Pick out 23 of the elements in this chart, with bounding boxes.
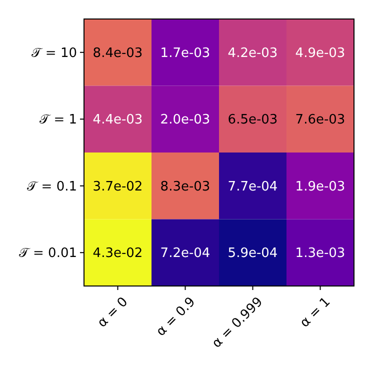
data-label: 4.3e-02 [92, 246, 143, 262]
y-tick-label: 𝒯 = 0.1 [27, 179, 77, 194]
data-label: 3.7e-02 [92, 179, 143, 194]
data-label: 7.2e-04 [160, 246, 210, 262]
y-tick-label: 𝒯 = 10 [31, 46, 77, 61]
x-tick-label: α = 0 [94, 294, 132, 331]
data-label: 1.3e-03 [295, 246, 346, 262]
data-label: 8.3e-03 [160, 179, 210, 194]
data-label: 1.9e-03 [295, 179, 346, 194]
data-label: 2.0e-03 [160, 112, 210, 128]
data-label: 6.5e-03 [228, 112, 278, 128]
x-tick-label: α = 0.9 [154, 294, 199, 340]
data-label: 5.9e-04 [228, 246, 278, 262]
data-label: 7.6e-03 [295, 112, 346, 128]
y-tick-label: 𝒯 = 0.01 [18, 246, 77, 262]
data-label: 4.9e-03 [295, 46, 346, 61]
y-tick-label: 𝒯 = 1 [40, 112, 77, 128]
data-label: 4.2e-03 [228, 46, 278, 61]
data-label: 8.4e-03 [92, 46, 143, 61]
data-label: 7.7e-04 [228, 179, 278, 194]
data-label: 4.4e-03 [92, 112, 143, 128]
data-label: 1.7e-03 [160, 46, 210, 61]
x-tick-label: α = 1 [297, 294, 334, 331]
